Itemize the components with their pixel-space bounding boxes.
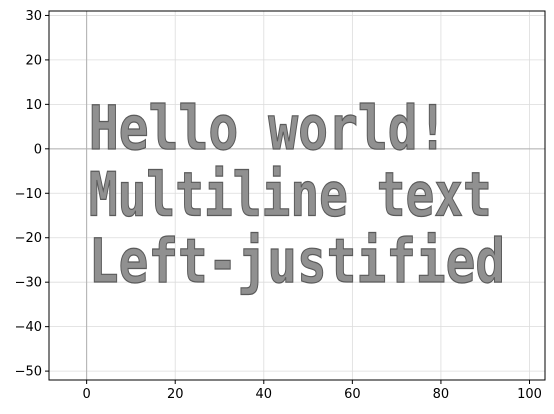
y-tick-label: 30 bbox=[25, 9, 42, 24]
y-tick-label: 10 bbox=[25, 98, 42, 113]
x-tick-label: 20 bbox=[167, 387, 184, 402]
text-line-3: Left-justified bbox=[89, 226, 505, 297]
x-tick-label: 0 bbox=[83, 387, 91, 402]
y-tick-label: 0 bbox=[34, 142, 42, 157]
y-tick-label: 20 bbox=[25, 53, 42, 68]
y-tick-label: −30 bbox=[15, 276, 42, 291]
y-tick-label: −40 bbox=[15, 320, 42, 335]
y-tick-label: −50 bbox=[15, 365, 42, 380]
reference-lines bbox=[49, 11, 545, 380]
x-tick-label: 100 bbox=[517, 387, 542, 402]
plot-frame bbox=[48, 10, 546, 381]
y-tick-label: −10 bbox=[15, 187, 42, 202]
x-tick-label: 80 bbox=[433, 387, 450, 402]
text-line-2: Multiline text bbox=[89, 160, 492, 231]
x-tick-label: 40 bbox=[256, 387, 273, 402]
x-tick-label: 60 bbox=[344, 387, 361, 402]
text-line-1: Hello world! bbox=[89, 93, 448, 164]
y-tick-label: −20 bbox=[15, 231, 42, 246]
tick-layer: 0 20 40 60 80 100 −50 −40 −30 −20 −10 0 10 20 30 bbox=[15, 9, 542, 402]
